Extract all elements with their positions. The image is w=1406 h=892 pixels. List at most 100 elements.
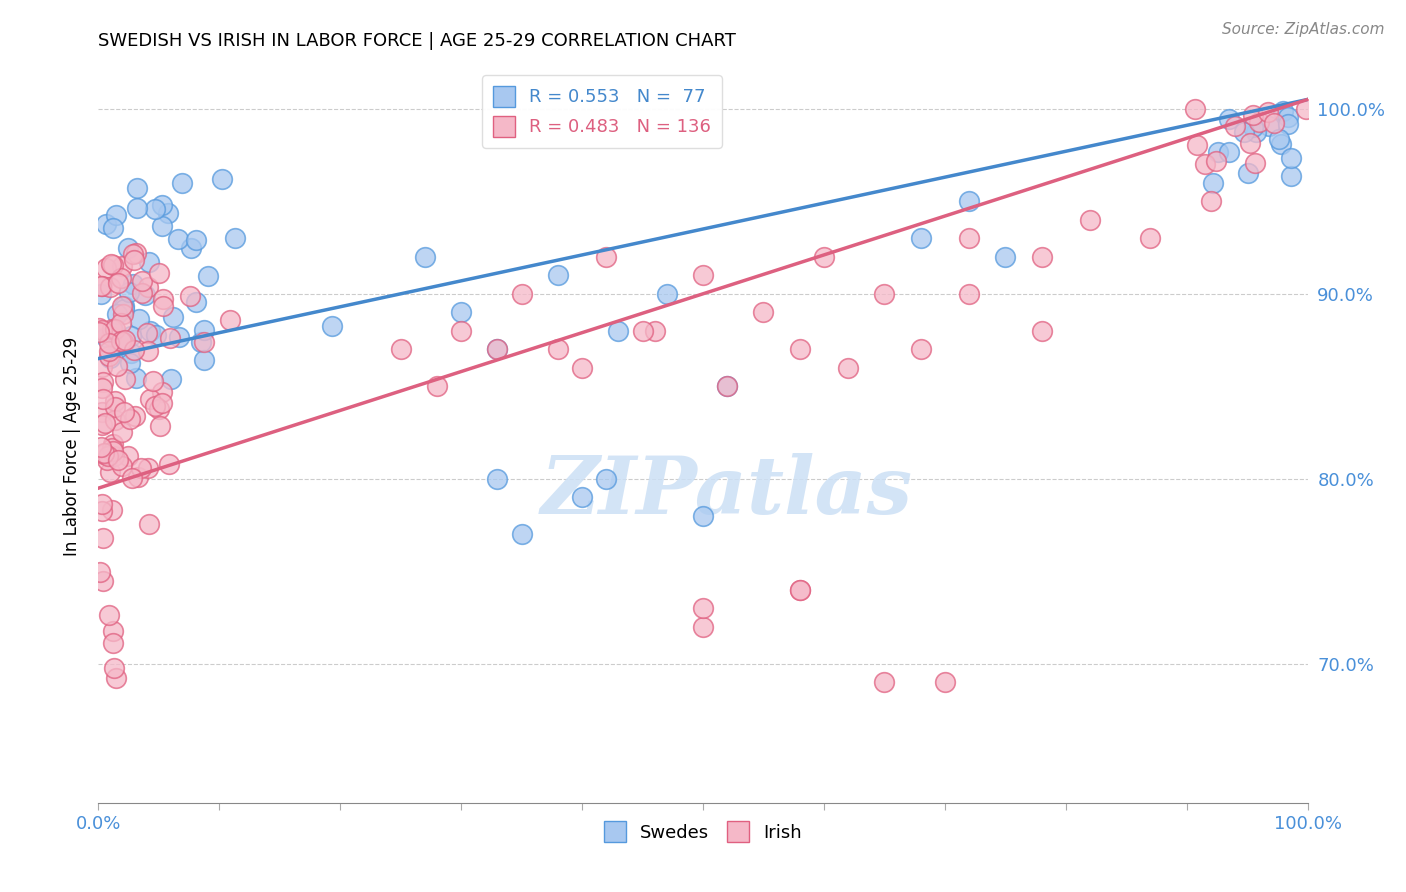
Point	[716, 379, 738, 393]
Point	[121, 471, 143, 485]
Point	[1279, 169, 1302, 183]
Point	[138, 254, 160, 268]
Point	[128, 311, 150, 326]
Point	[631, 324, 654, 338]
Point	[93, 445, 115, 459]
Point	[118, 356, 141, 370]
Point	[129, 461, 152, 475]
Point	[107, 335, 129, 350]
Point	[1246, 125, 1268, 139]
Point	[389, 343, 412, 357]
Point	[152, 292, 174, 306]
Point	[957, 286, 980, 301]
Point	[87, 321, 110, 335]
Point	[450, 324, 472, 338]
Point	[104, 393, 127, 408]
Point	[1225, 120, 1247, 134]
Point	[145, 202, 167, 216]
Point	[152, 299, 174, 313]
Point	[321, 319, 343, 334]
Point	[1194, 156, 1216, 170]
Point	[111, 425, 134, 440]
Point	[112, 335, 135, 350]
Point	[110, 334, 132, 349]
Point	[89, 565, 111, 579]
Point	[595, 472, 617, 486]
Point	[994, 250, 1017, 264]
Point	[224, 231, 246, 245]
Point	[105, 359, 128, 374]
Point	[90, 278, 112, 293]
Point	[125, 246, 148, 260]
Point	[1249, 115, 1271, 129]
Point	[112, 405, 135, 419]
Point	[752, 305, 775, 319]
Point	[219, 312, 242, 326]
Point	[934, 675, 956, 690]
Point	[692, 268, 714, 283]
Point	[103, 437, 125, 451]
Point	[104, 208, 127, 222]
Point	[103, 636, 125, 650]
Point	[873, 286, 896, 301]
Point	[957, 194, 980, 209]
Point	[1241, 108, 1264, 122]
Point	[1277, 110, 1299, 124]
Point	[125, 201, 148, 215]
Point	[100, 503, 122, 517]
Point	[1233, 125, 1256, 139]
Point	[789, 343, 811, 357]
Text: ZIPatlas: ZIPatlas	[541, 453, 914, 531]
Point	[124, 371, 146, 385]
Point	[114, 333, 136, 347]
Point	[150, 385, 173, 400]
Point	[1244, 155, 1267, 169]
Point	[157, 457, 180, 471]
Point	[692, 620, 714, 634]
Point	[910, 231, 932, 245]
Point	[103, 661, 125, 675]
Point	[90, 497, 112, 511]
Point	[716, 379, 738, 393]
Point	[104, 413, 127, 427]
Point	[111, 299, 134, 313]
Text: Source: ZipAtlas.com: Source: ZipAtlas.com	[1222, 22, 1385, 37]
Point	[127, 470, 149, 484]
Point	[122, 343, 145, 358]
Point	[143, 399, 166, 413]
Point	[692, 508, 714, 523]
Point	[197, 269, 219, 284]
Point	[131, 274, 153, 288]
Point	[150, 219, 173, 233]
Point	[1272, 104, 1295, 119]
Point	[211, 171, 233, 186]
Point	[112, 336, 135, 351]
Point	[98, 465, 121, 479]
Point	[193, 323, 215, 337]
Point	[1218, 112, 1240, 126]
Point	[190, 334, 212, 349]
Point	[105, 672, 128, 686]
Point	[91, 574, 114, 588]
Point	[136, 326, 159, 341]
Point	[150, 198, 173, 212]
Point	[103, 449, 125, 463]
Text: In Labor Force | Age 25-29: In Labor Force | Age 25-29	[63, 336, 82, 556]
Point	[547, 268, 569, 283]
Point	[111, 458, 134, 473]
Point	[1268, 131, 1291, 145]
Point	[547, 343, 569, 357]
Point	[595, 250, 617, 264]
Point	[136, 460, 159, 475]
Point	[873, 675, 896, 690]
Point	[136, 279, 159, 293]
Point	[172, 176, 194, 190]
Point	[1205, 153, 1227, 168]
Point	[103, 624, 125, 638]
Point	[148, 401, 170, 416]
Point	[142, 374, 165, 388]
Point	[1270, 136, 1292, 151]
Point	[90, 504, 112, 518]
Point	[510, 527, 533, 541]
Point	[910, 343, 932, 357]
